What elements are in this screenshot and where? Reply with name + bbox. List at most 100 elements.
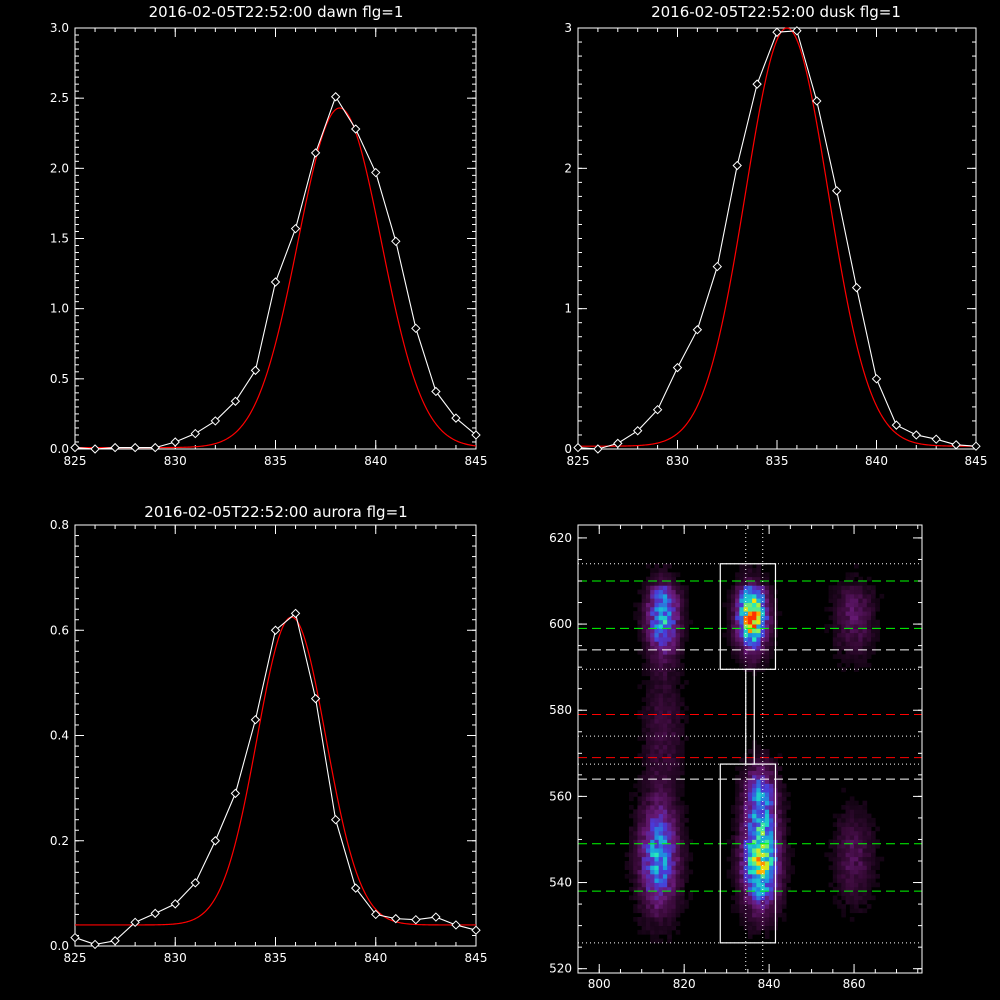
heatmap-cell (764, 606, 770, 612)
heatmap-cell (764, 792, 770, 797)
heatmap-cell (658, 861, 664, 866)
heatmap-cell (671, 744, 677, 750)
heatmap-cell (743, 904, 749, 909)
heatmap-cell (875, 619, 880, 625)
heatmap-cell (675, 843, 681, 849)
heatmap-cell (739, 830, 745, 836)
heatmap-cell (675, 624, 681, 629)
heatmap-cell (858, 606, 863, 612)
heatmap-cell (675, 615, 681, 621)
heatmap-cell (662, 783, 668, 789)
heatmap-cell (854, 895, 859, 901)
heatmap-cell (845, 805, 851, 810)
heatmap-cell (658, 637, 664, 642)
heatmap-cell (828, 606, 834, 612)
heatmap-cell (633, 886, 638, 892)
heatmap-cell (671, 628, 677, 634)
heatmap-cell (679, 787, 685, 793)
heatmap-cell (875, 839, 880, 845)
heatmap-cell (662, 895, 668, 901)
heatmap-cell (752, 925, 757, 931)
heatmap-cell (641, 878, 647, 883)
heatmap-cell (760, 908, 766, 914)
y-tick-label: 0.0 (50, 442, 69, 456)
data-point (573, 442, 583, 453)
heatmap-cell (641, 792, 647, 797)
heatmap-cell (777, 908, 783, 914)
heatmap-cell (658, 766, 664, 771)
heatmap-cell (671, 731, 677, 737)
heatmap-cell (866, 826, 872, 832)
heatmap-cell (845, 581, 851, 586)
heatmap-cell (837, 645, 842, 651)
heatmap-cell (658, 589, 664, 595)
heatmap-cell (858, 658, 863, 664)
heatmap-cell (671, 865, 677, 871)
heatmap-cell (739, 593, 745, 599)
heatmap-cell (637, 714, 643, 720)
heatmap-cell (747, 602, 753, 608)
heatmap-cell (858, 843, 863, 849)
heatmap-cell (730, 843, 736, 849)
heatmap-cell (730, 585, 736, 591)
heatmap-cell (650, 848, 655, 853)
heatmap-cell (837, 585, 842, 591)
heatmap-cell (764, 645, 770, 651)
heatmap-cell (871, 852, 876, 858)
heatmap-cell (747, 934, 753, 939)
heatmap-cell (675, 671, 681, 677)
heatmap-cell (756, 632, 762, 638)
heatmap-cell (760, 576, 766, 582)
heatmap-cell (837, 861, 842, 866)
heatmap-cell (764, 770, 770, 776)
heatmap-cell (739, 787, 745, 793)
heatmap-cell (862, 619, 868, 625)
heatmap-cell (752, 598, 757, 603)
heatmap-cell (743, 800, 749, 806)
heatmap-cell (645, 662, 651, 668)
heatmap-cell (739, 835, 745, 840)
heatmap-cell (637, 787, 643, 793)
heatmap-cell (849, 899, 855, 905)
heatmap-cell (849, 904, 855, 909)
heatmap-cell (866, 830, 872, 836)
heatmap-cell (841, 822, 846, 827)
heatmap-cell (645, 878, 651, 883)
heatmap-cell (769, 873, 774, 879)
heatmap-cell (726, 641, 732, 647)
aurora-title: 2016-02-05T22:52:00 aurora flg=1 (144, 503, 407, 521)
heatmap-cell (654, 572, 660, 578)
heatmap-cell (747, 899, 753, 905)
heatmap-cell (777, 826, 783, 832)
heatmap-cell (764, 757, 770, 763)
heatmap-cell (735, 589, 740, 595)
heatmap-cell (752, 839, 757, 845)
heatmap-cell (743, 645, 749, 651)
heatmap-cell (752, 852, 757, 858)
heatmap-cell (747, 856, 753, 862)
heatmap-cell (675, 744, 681, 750)
heatmap-cell (764, 783, 770, 789)
heatmap-cell (641, 632, 647, 638)
heatmap-cell (671, 585, 677, 591)
heatmap-cell (658, 736, 664, 741)
heatmap-cell (628, 805, 634, 810)
heatmap-cell (662, 835, 668, 840)
heatmap-cell (675, 611, 681, 616)
x-tick-label: 835 (766, 454, 789, 468)
heatmap-cell (747, 796, 753, 802)
heatmap-cell (671, 710, 677, 715)
heatmap-cell (769, 774, 774, 780)
heatmap-cell (667, 800, 672, 806)
heatmap-cell (658, 632, 664, 638)
heatmap-cell (841, 615, 846, 621)
heatmap-cell (756, 904, 762, 909)
heatmap-cell (650, 624, 655, 629)
heatmap-cell (641, 718, 647, 724)
heatmap-cell (739, 598, 745, 603)
heatmap-cell (769, 611, 774, 616)
heatmap-cell (854, 904, 859, 909)
heatmap-cell (641, 852, 647, 858)
heatmap-cell (756, 805, 762, 810)
heatmap-cell (760, 658, 766, 664)
